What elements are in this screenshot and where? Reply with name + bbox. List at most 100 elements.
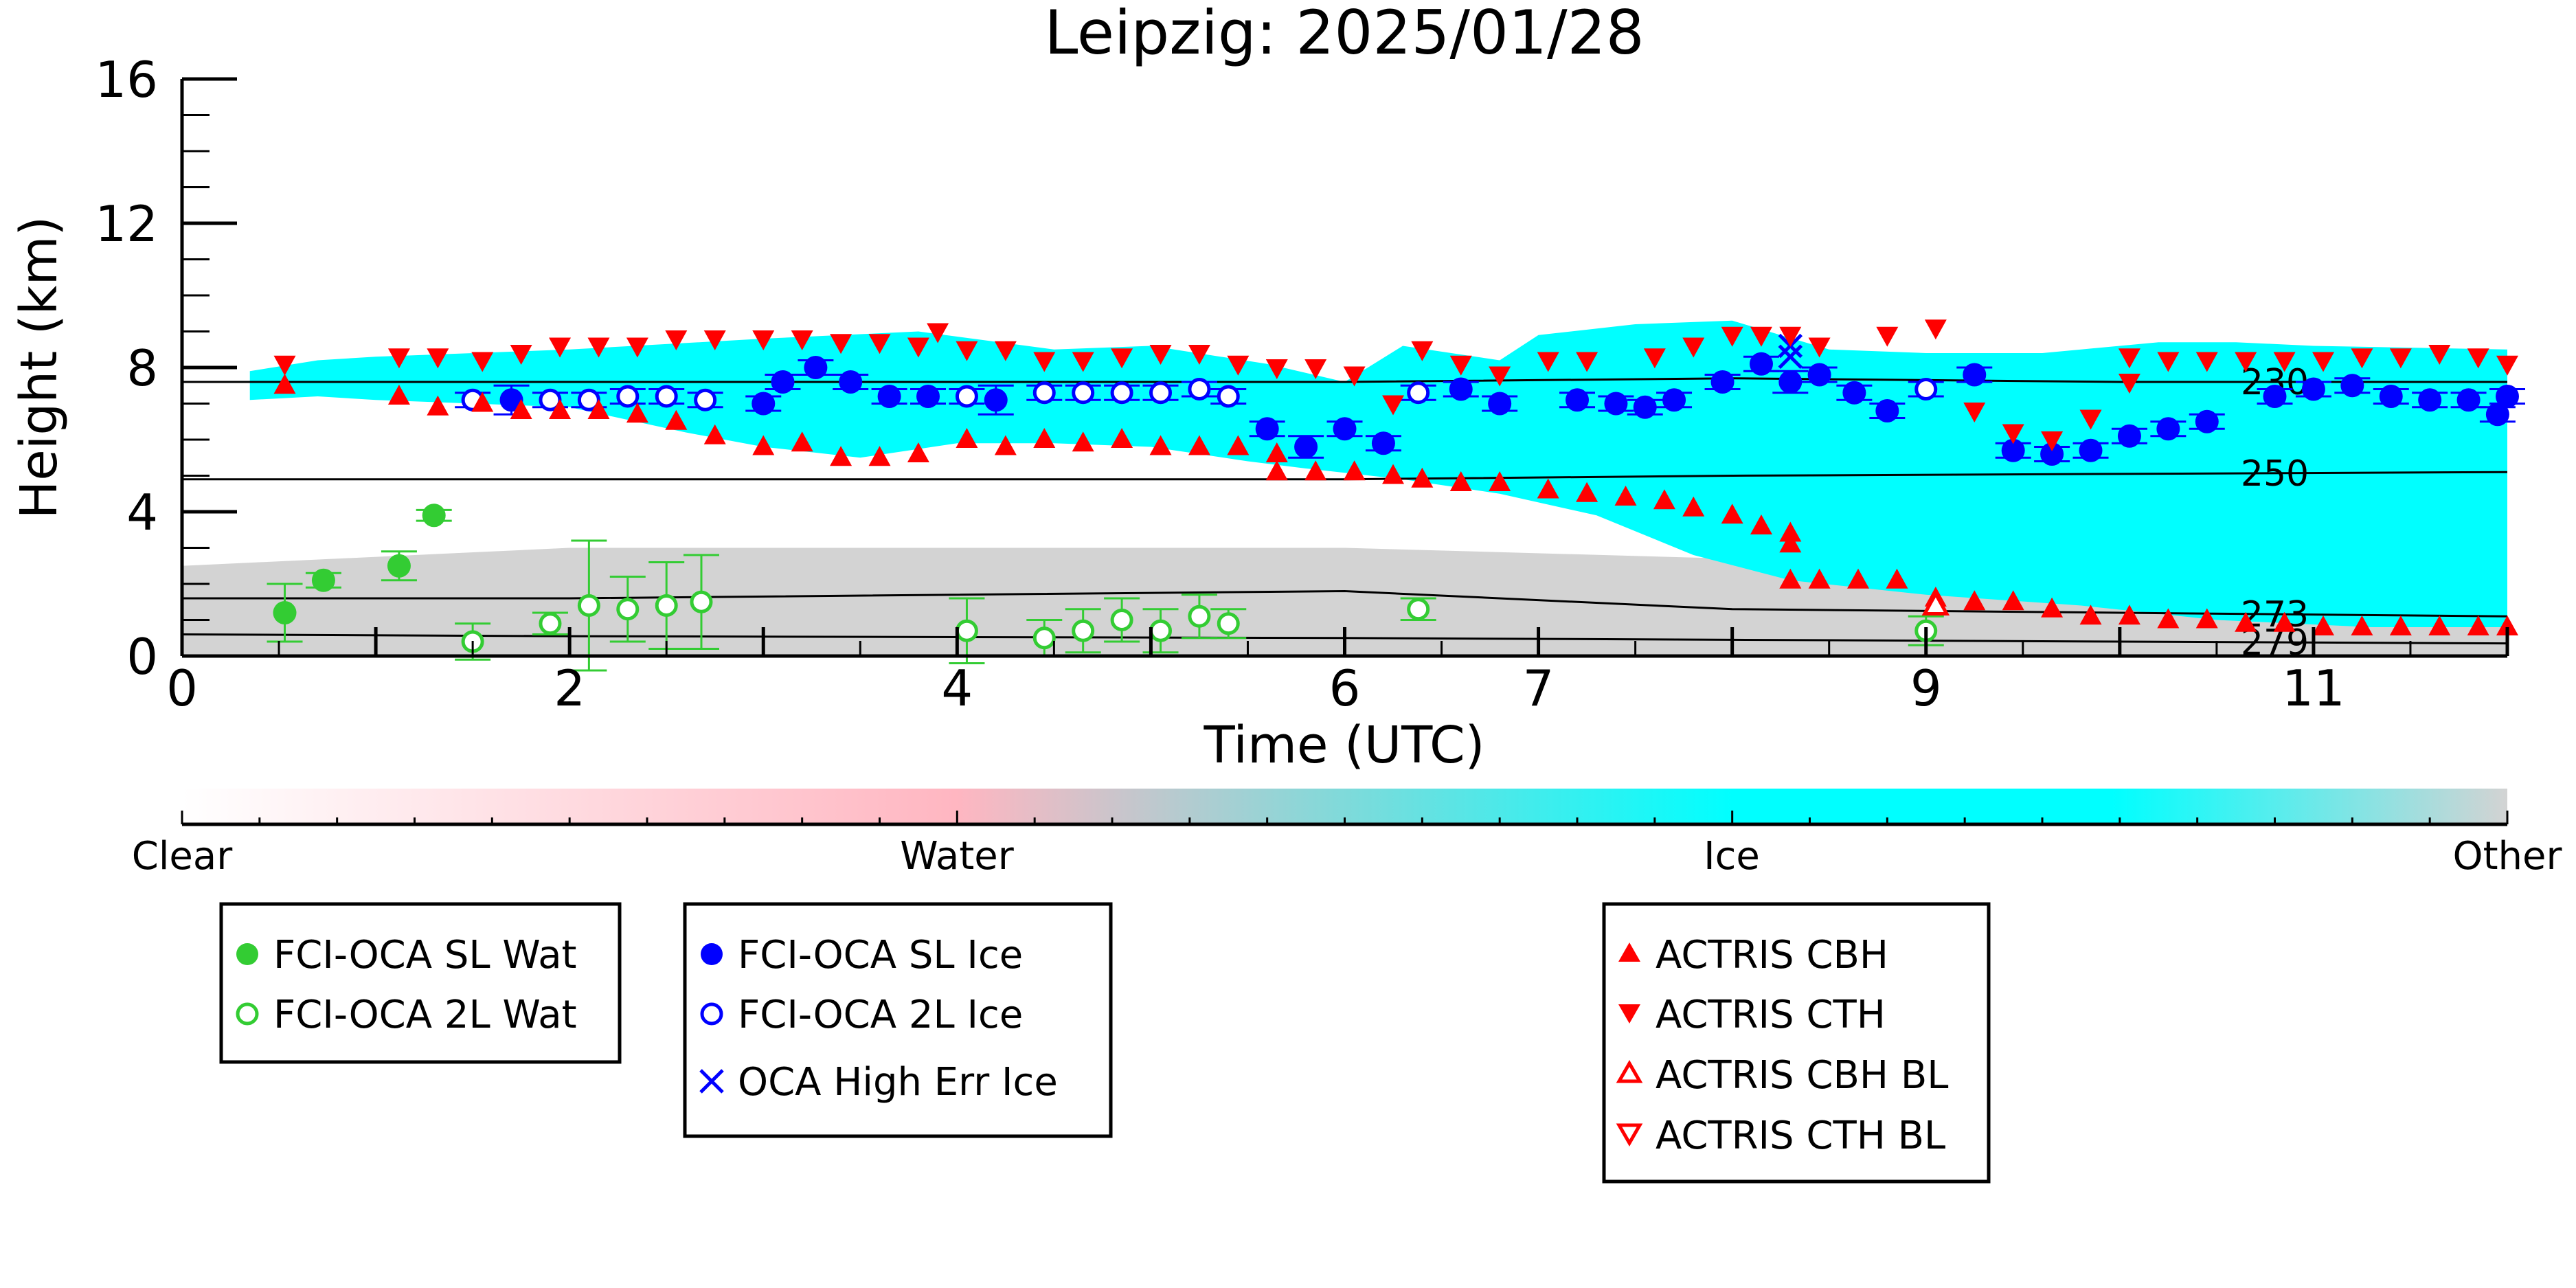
point-2-10 xyxy=(1333,417,1357,441)
colorbar: Clear Water Ice Other xyxy=(132,789,2562,879)
point-2-8 xyxy=(1255,417,1279,441)
point-2-12 xyxy=(1449,377,1473,401)
legend-2l-wat-label: FCI-OCA 2L Wat xyxy=(273,993,577,1037)
point-6-42 xyxy=(2002,424,2024,444)
point-5-45 xyxy=(1963,590,1986,611)
point-3-14 xyxy=(1914,378,1938,400)
point-6-20 xyxy=(1111,348,1133,369)
point-2-11 xyxy=(1371,431,1395,455)
point-5-41 xyxy=(1808,568,1831,589)
y-tick-label-1: 4 xyxy=(126,484,158,541)
point-2-21 xyxy=(1807,363,1831,387)
point-6-15 xyxy=(927,323,949,343)
point-5-30 xyxy=(1489,471,1511,491)
point-1-4 xyxy=(655,594,678,617)
x-tick-label-4: 7 xyxy=(1523,659,1555,717)
point-6-12 xyxy=(830,334,852,354)
point-6-33 xyxy=(1643,348,1666,369)
point-5-31 xyxy=(1537,478,1559,499)
y-tick-label-2: 8 xyxy=(126,339,158,397)
point-1-6 xyxy=(955,619,978,642)
point-1-5 xyxy=(690,590,713,613)
point-6-31 xyxy=(1537,352,1559,372)
colorbar-ticks xyxy=(181,811,2509,824)
point-3-13 xyxy=(1407,381,1430,405)
point-1-1 xyxy=(539,612,562,635)
colorbar-label-ice: Ice xyxy=(1704,834,1760,879)
point-5-7 xyxy=(626,403,648,423)
point-3-6 xyxy=(955,385,978,408)
point-3-4 xyxy=(655,385,678,408)
point-6-0 xyxy=(273,355,296,376)
point-6-51 xyxy=(2312,352,2335,372)
legend-cth-bl-marker xyxy=(1616,1123,1643,1147)
point-2-26 xyxy=(2040,442,2064,466)
point-6-21 xyxy=(1149,345,1172,365)
point-5-23 xyxy=(1265,442,1288,462)
legend-high-err-ice-marker xyxy=(699,1069,724,1094)
point-2-29 xyxy=(2156,417,2180,441)
point-2-20 xyxy=(1778,370,1803,394)
point-2-13 xyxy=(1488,392,1512,416)
point-1-13 xyxy=(1407,598,1430,621)
point-5-19 xyxy=(1111,428,1133,448)
point-2-14 xyxy=(1566,388,1589,412)
y-tick-label-3: 12 xyxy=(95,195,158,253)
point-3-11 xyxy=(1188,378,1211,400)
point-3-9 xyxy=(1110,381,1133,405)
point-2-5 xyxy=(877,385,901,408)
legend-actris-box xyxy=(1602,902,1991,1184)
point-6-50 xyxy=(2273,352,2296,372)
point-2-16 xyxy=(1633,395,1657,419)
series-1 xyxy=(455,539,1944,672)
point-7-0 xyxy=(1921,590,1950,615)
legend-sl-ice-label: FCI-OCA SL Ice xyxy=(738,933,1023,978)
legend-high-err-ice-label: OCA High Err Ice xyxy=(738,1060,1058,1105)
point-6-7 xyxy=(626,337,648,358)
point-5-11 xyxy=(791,431,813,452)
point-6-36 xyxy=(1750,326,1772,347)
point-3-5 xyxy=(694,388,717,411)
point-2-36 xyxy=(2456,388,2481,412)
point-2-35 xyxy=(2418,388,2442,412)
point-5-53 xyxy=(2273,611,2296,632)
x-tick-label-5: 9 xyxy=(1910,659,1942,717)
point-1-11 xyxy=(1188,605,1211,628)
point-6-23 xyxy=(1227,355,1250,376)
series-0 xyxy=(267,504,452,643)
point-2-0 xyxy=(499,388,523,412)
point-5-52 xyxy=(2235,611,2257,632)
point-6-54 xyxy=(2428,345,2451,365)
legend-water: FCI-OCA SL Wat FCI-OCA 2L Wat xyxy=(219,902,622,1064)
point-6-18 xyxy=(1033,352,1056,372)
point-6-29 xyxy=(1449,355,1472,376)
point-6-25 xyxy=(1304,359,1327,379)
point-4-0 xyxy=(1778,344,1803,370)
point-6-55 xyxy=(2467,348,2489,369)
point-6-46 xyxy=(2118,348,2140,369)
point-5-43 xyxy=(1886,568,1908,589)
point-6-30 xyxy=(1489,366,1511,387)
chart-title: Leipzig: 2025/01/28 xyxy=(1044,0,1644,68)
x-axis-label: Time (UTC) xyxy=(1203,716,1484,775)
point-6-14 xyxy=(907,337,929,358)
point-2-31 xyxy=(2263,385,2287,408)
x-tick-label-2: 4 xyxy=(941,659,973,717)
contour-line-250 xyxy=(182,471,2507,481)
point-5-18 xyxy=(1072,431,1094,452)
point-0-3 xyxy=(422,504,446,528)
point-2-37 xyxy=(2485,403,2509,427)
point-5-27 xyxy=(1382,464,1405,484)
point-2-30 xyxy=(2195,409,2219,433)
point-5-55 xyxy=(2351,615,2373,635)
legend-cth-bl-label: ACTRIS CTH BL xyxy=(1656,1114,1945,1158)
point-6-37 xyxy=(1779,326,1802,347)
legend-actris: ACTRIS CBH ACTRIS CTH ACTRIS CBH BL ACTR… xyxy=(1602,902,1991,1184)
point-6-32 xyxy=(1576,352,1598,372)
point-5-10 xyxy=(752,435,775,455)
legend-2l-ice-marker xyxy=(700,1002,723,1026)
point-1-7 xyxy=(1032,626,1056,650)
point-5-25 xyxy=(1304,460,1327,481)
point-5-50 xyxy=(2157,608,2180,629)
point-5-39 xyxy=(1779,532,1802,553)
